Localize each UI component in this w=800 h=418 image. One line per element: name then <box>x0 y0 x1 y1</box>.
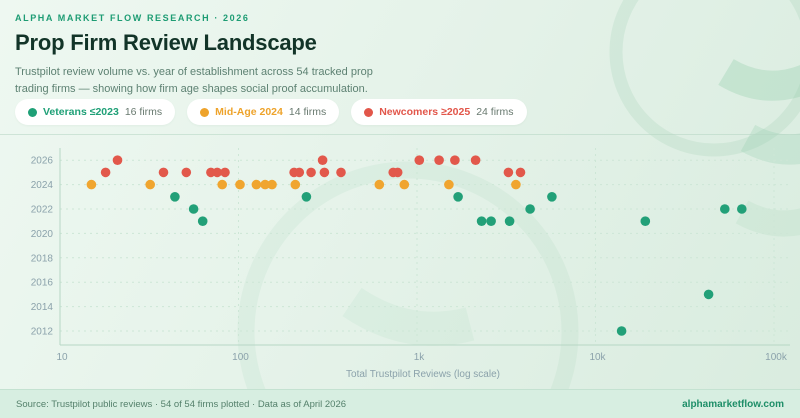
data-point <box>399 179 410 190</box>
data-point <box>547 192 557 202</box>
data-point <box>737 204 747 214</box>
data-point <box>486 216 496 226</box>
subtitle-line-2: trading firms — showing how firm age sha… <box>15 83 368 96</box>
data-point <box>515 167 526 178</box>
legend-count: 14 firms <box>288 106 327 118</box>
data-point <box>640 216 651 226</box>
data-point <box>720 204 730 214</box>
y-tick-label: 2020 <box>31 229 54 240</box>
data-point <box>220 167 230 178</box>
x-tick-label: 100 <box>232 352 249 363</box>
chart-legend: Veterans ≤2023 16 firms Mid-Age 2024 14 … <box>15 99 527 125</box>
source-note: Source: Trustpilot public reviews · 54 o… <box>16 398 347 410</box>
legend-label: Veterans ≤2023 <box>43 106 119 118</box>
data-point <box>301 192 312 202</box>
data-point <box>267 179 277 190</box>
header-divider <box>0 134 800 135</box>
data-point <box>470 155 481 165</box>
data-point <box>212 167 222 178</box>
data-point <box>251 179 262 190</box>
data-point <box>444 179 454 190</box>
y-tick-label: 2016 <box>31 278 54 289</box>
data-point <box>374 179 385 190</box>
legend-count: 16 firms <box>124 106 163 118</box>
y-tick-label: 2018 <box>31 253 54 264</box>
newcomers-dot-icon <box>364 107 374 117</box>
data-point <box>319 167 330 178</box>
scatter-plot-svg: 2026 2024 2022 2020 2018 2016 2014 2012 10 100 1k 1… <box>31 148 790 363</box>
report-eyebrow: ALPHA MARKET FLOW RESEARCH · 2026 <box>15 13 250 23</box>
legend-label: Newcomers ≥2025 <box>379 106 471 118</box>
data-point <box>317 155 328 165</box>
data-point <box>503 167 514 178</box>
report-header: ALPHA MARKET FLOW RESEARCH · 2026 Prop F… <box>15 13 373 98</box>
site-link[interactable]: alphamarketflow.com <box>682 398 784 410</box>
data-point <box>511 179 521 190</box>
y-tick-label: 2026 <box>31 156 54 167</box>
legend-chip-newcomers: Newcomers ≥2025 24 firms <box>351 99 527 125</box>
data-point <box>86 179 97 190</box>
data-point <box>294 167 305 178</box>
data-point <box>476 216 487 226</box>
footer-bar: Source: Trustpilot public reviews · 54 o… <box>0 389 800 418</box>
y-tick-label: 2012 <box>31 327 54 338</box>
data-point <box>181 167 192 178</box>
data-point <box>158 167 169 178</box>
data-point <box>392 167 403 178</box>
x-tick-label: 10 <box>56 352 68 363</box>
data-point <box>434 155 444 165</box>
legend-label: Mid-Age 2024 <box>215 106 283 118</box>
data-point <box>197 216 208 226</box>
data-point <box>525 204 535 214</box>
y-tick-label: 2014 <box>31 302 54 313</box>
subtitle-line-1: Trustpilot review volume vs. year of est… <box>15 66 373 78</box>
y-tick-label: 2024 <box>31 180 54 191</box>
data-point <box>290 179 301 190</box>
data-point <box>504 216 515 226</box>
data-point <box>112 155 123 165</box>
x-tick-label: 1k <box>414 352 426 363</box>
data-point <box>616 326 627 336</box>
data-point <box>260 179 270 190</box>
veterans-dot-icon <box>28 107 37 117</box>
x-axis-title: Total Trustpilot Reviews (log scale) <box>346 369 500 380</box>
x-tick-label: 100k <box>765 352 788 363</box>
data-point <box>170 192 180 202</box>
data-point <box>453 192 463 202</box>
page-subtitle: Trustpilot review volume vs. year of est… <box>15 64 373 98</box>
data-point <box>414 155 425 165</box>
data-point <box>100 167 111 178</box>
data-point <box>336 167 346 178</box>
midage-dot-icon <box>200 107 210 117</box>
page-title: Prop Firm Review Landscape <box>15 30 317 55</box>
data-point <box>188 204 199 214</box>
data-point <box>450 155 460 165</box>
scatter-chart: 2026 2024 2022 2020 2018 2016 2014 2012 10 100 1k 1… <box>0 138 800 368</box>
x-tick-label: 10k <box>589 352 606 363</box>
data-point <box>235 179 245 190</box>
data-point <box>145 179 155 190</box>
y-tick-label: 2022 <box>31 205 54 216</box>
data-point <box>217 179 227 190</box>
data-point <box>703 289 714 300</box>
legend-count: 24 firms <box>476 106 514 118</box>
legend-chip-veterans: Veterans ≤2023 16 firms <box>15 99 176 125</box>
legend-chip-midage: Mid-Age 2024 14 firms <box>187 99 340 125</box>
data-point <box>306 167 316 178</box>
